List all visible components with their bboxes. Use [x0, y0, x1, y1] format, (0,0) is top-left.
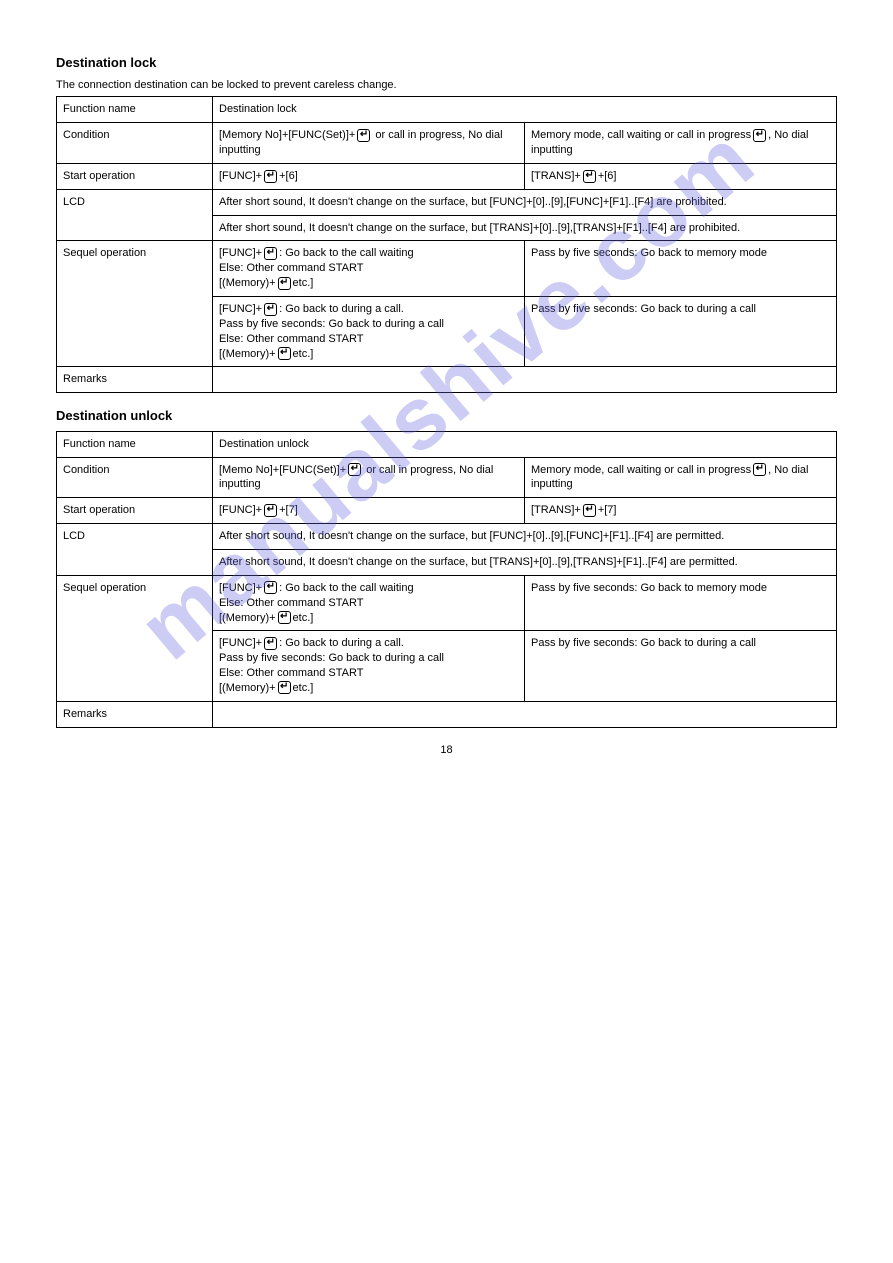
- cell-label: Condition: [57, 457, 213, 498]
- cell-label: Remarks: [57, 701, 213, 727]
- cell: Memory mode, call waiting or call in pro…: [525, 457, 837, 498]
- cell: [TRANS]++[7]: [525, 498, 837, 524]
- enter-icon: [278, 611, 291, 624]
- enter-icon: [264, 504, 277, 517]
- cell-label: Condition: [57, 123, 213, 164]
- table-destination-unlock: Function name Destination unlock Conditi…: [56, 431, 837, 728]
- enter-icon: [357, 129, 370, 142]
- enter-icon: [264, 581, 277, 594]
- page-content: Destination lock The connection destinat…: [56, 54, 837, 728]
- cell: [213, 367, 837, 393]
- cell: [Memory No]+[FUNC(Set)]+ or call in prog…: [213, 123, 525, 164]
- cell-label: LCD: [57, 524, 213, 576]
- enter-icon: [278, 347, 291, 360]
- cell: [TRANS]++[6]: [525, 163, 837, 189]
- cell: Destination unlock: [213, 431, 837, 457]
- cell: Pass by five seconds: Go back to memory …: [525, 241, 837, 297]
- cell-label: LCD: [57, 189, 213, 241]
- enter-icon: [264, 637, 277, 650]
- enter-icon: [278, 277, 291, 290]
- cell: Pass by five seconds: Go back to memory …: [525, 575, 837, 631]
- cell: Memory mode, call waiting or call in pro…: [525, 123, 837, 164]
- cell-label: Start operation: [57, 163, 213, 189]
- cell: After short sound, It doesn't change on …: [213, 189, 837, 215]
- enter-icon: [264, 247, 277, 260]
- cell: [FUNC]++[7]: [213, 498, 525, 524]
- cell: After short sound, It doesn't change on …: [213, 215, 837, 241]
- enter-icon: [264, 303, 277, 316]
- enter-icon: [753, 463, 766, 476]
- cell: [FUNC]+: Go back to during a call.Pass b…: [213, 631, 525, 701]
- enter-icon: [583, 504, 596, 517]
- section-intro-1: The connection destination can be locked…: [56, 78, 837, 93]
- cell: Pass by five seconds: Go back to during …: [525, 296, 837, 366]
- cell: [Memo No]+[FUNC(Set)]+ or call in progre…: [213, 457, 525, 498]
- cell: [FUNC]++[6]: [213, 163, 525, 189]
- enter-icon: [753, 129, 766, 142]
- cell: [FUNC]+: Go back to the call waitingElse…: [213, 575, 525, 631]
- cell: After short sound, It doesn't change on …: [213, 524, 837, 550]
- cell: [FUNC]+: Go back to during a call.Pass b…: [213, 296, 525, 366]
- cell: Destination lock: [213, 97, 837, 123]
- cell: [213, 701, 837, 727]
- section-title-1: Destination lock: [56, 54, 837, 72]
- cell-label: Remarks: [57, 367, 213, 393]
- enter-icon: [348, 463, 361, 476]
- cell: Pass by five seconds: Go back to during …: [525, 631, 837, 701]
- section-title-2: Destination unlock: [56, 407, 837, 425]
- cell-label: Start operation: [57, 498, 213, 524]
- cell-label: Function name: [57, 97, 213, 123]
- cell-label: Function name: [57, 431, 213, 457]
- cell-label: Sequel operation: [57, 241, 213, 367]
- enter-icon: [264, 170, 277, 183]
- page-number: 18: [0, 743, 893, 758]
- table-destination-lock: Function name Destination lock Condition…: [56, 96, 837, 393]
- cell-label: Sequel operation: [57, 575, 213, 701]
- cell: After short sound, It doesn't change on …: [213, 549, 837, 575]
- enter-icon: [583, 170, 596, 183]
- enter-icon: [278, 681, 291, 694]
- cell: [FUNC]+: Go back to the call waitingElse…: [213, 241, 525, 297]
